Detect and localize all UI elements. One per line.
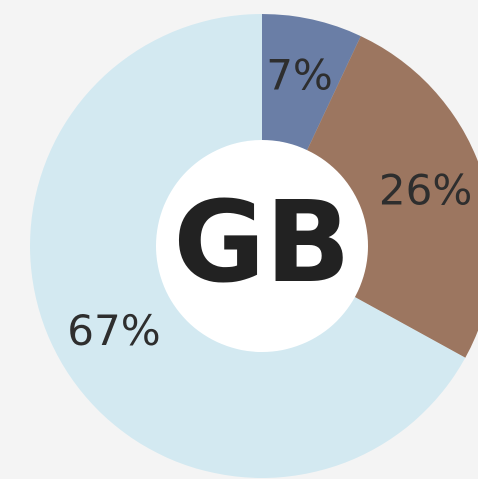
center-label: GB xyxy=(173,178,350,308)
donut-hole xyxy=(156,140,368,352)
slice xyxy=(262,36,478,358)
value-label: 7% xyxy=(266,51,333,100)
value-label: 67% xyxy=(67,306,160,355)
value-label: 26% xyxy=(379,165,472,214)
